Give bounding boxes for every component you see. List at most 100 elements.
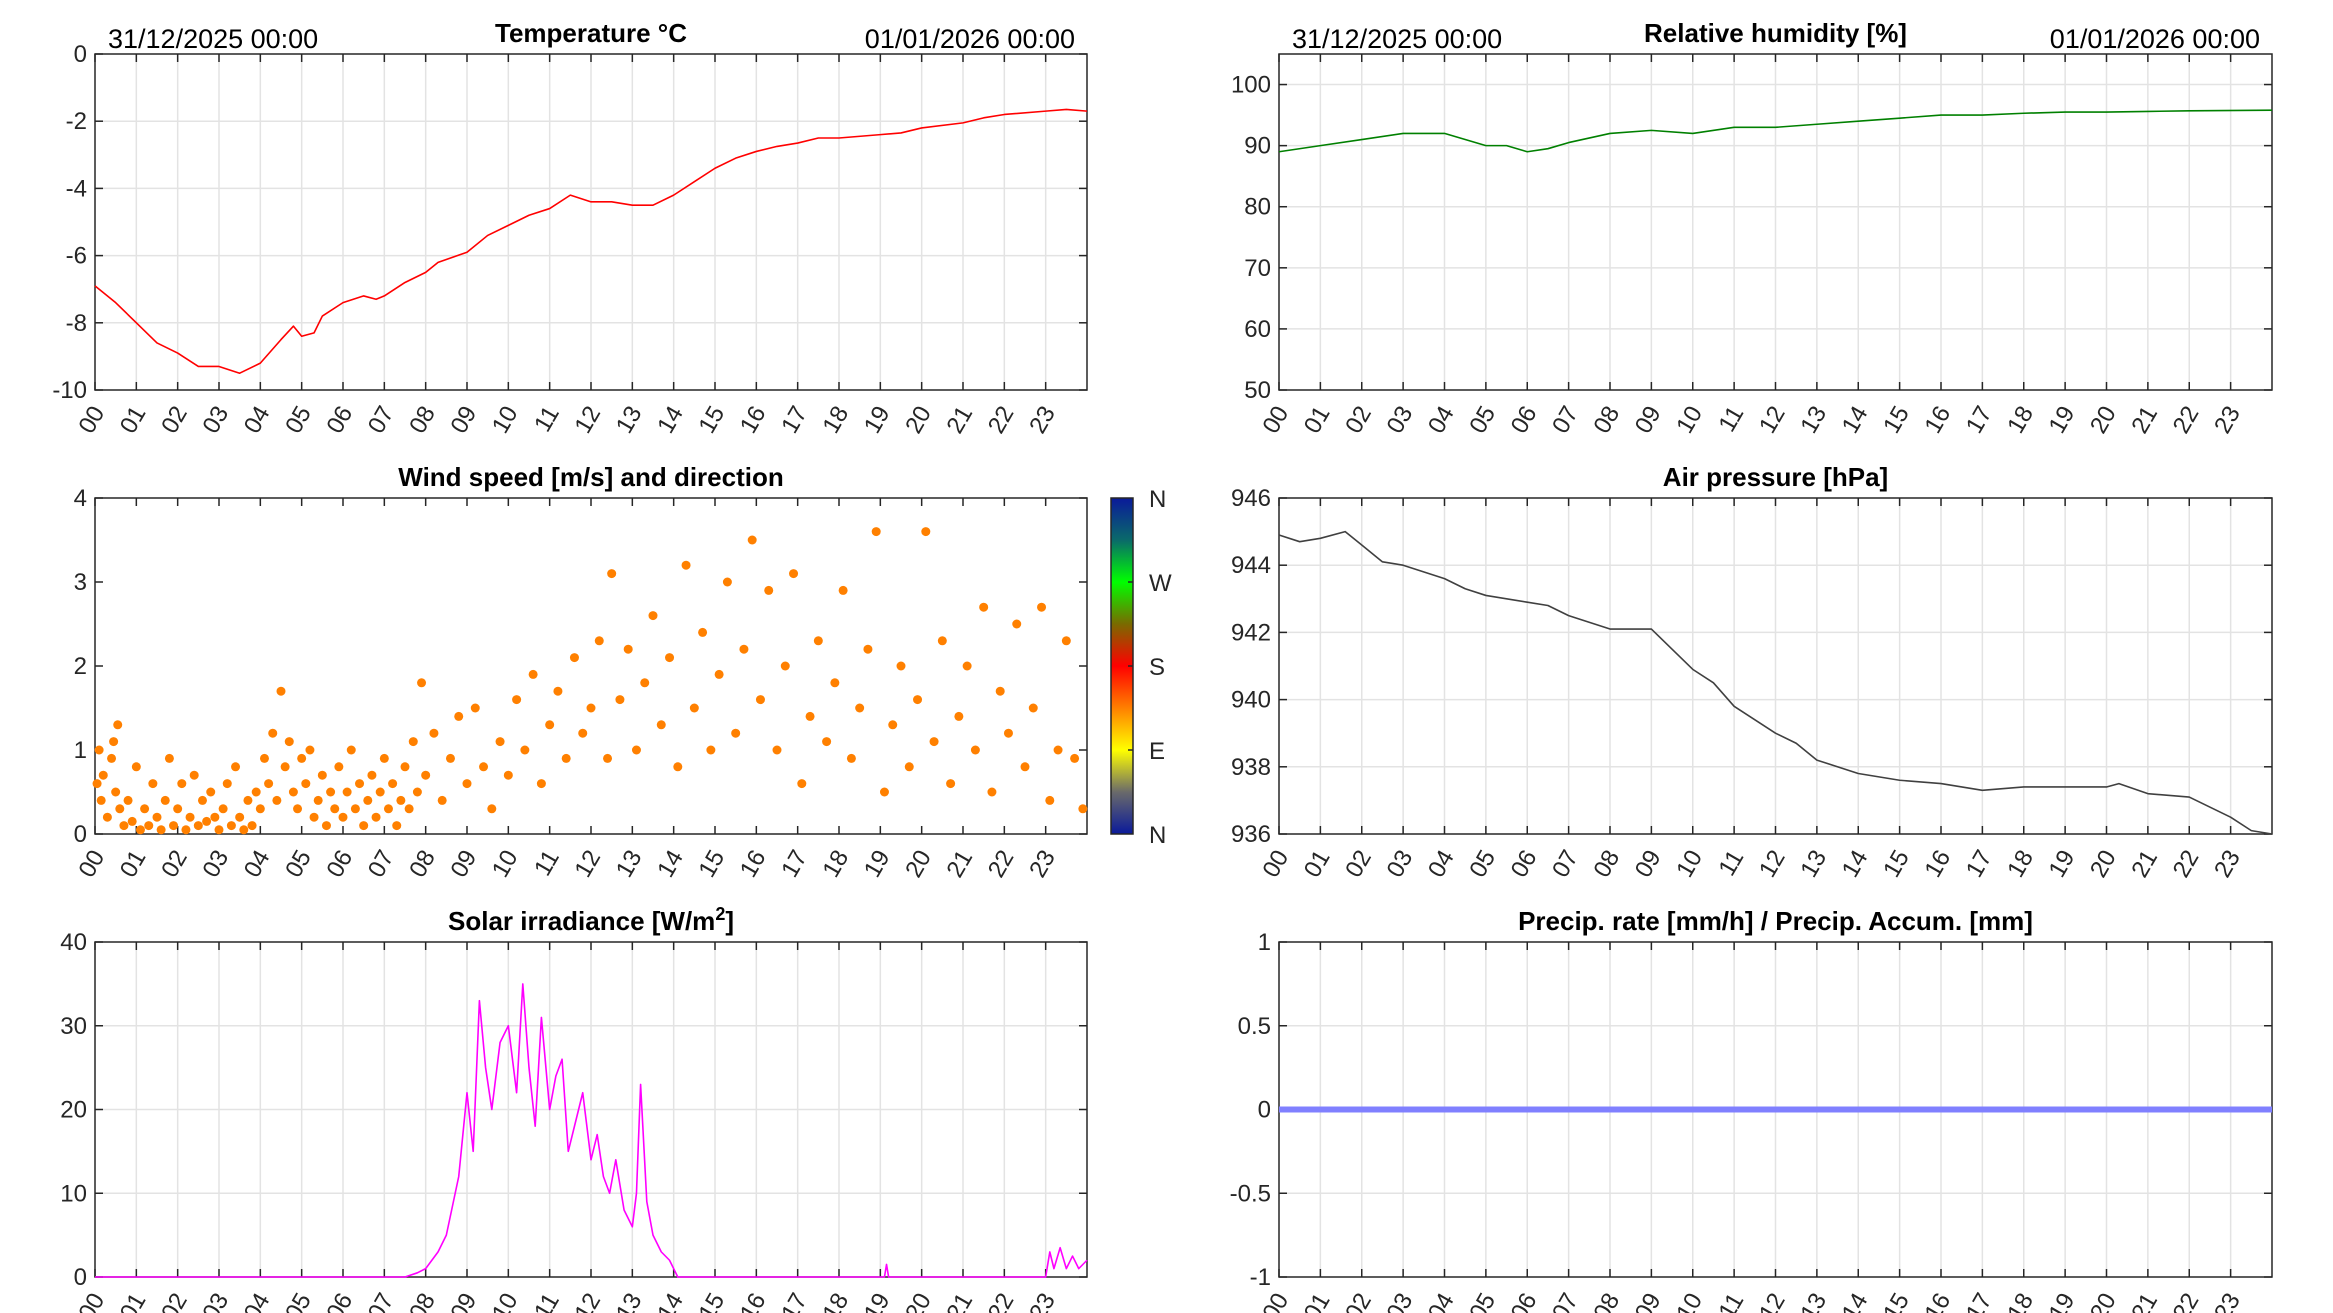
x-tick-label: 03	[197, 402, 234, 439]
wind-data-point	[780, 661, 790, 671]
y-tick-label: 940	[1231, 687, 1271, 714]
y-tick-label: 30	[60, 1013, 87, 1040]
x-tick-label: 12	[1754, 402, 1791, 439]
x-tick-label: 11	[529, 846, 565, 881]
press-series-line	[1278, 530, 2273, 835]
wind-data-point	[429, 728, 439, 738]
x-tick-label: 18	[2002, 402, 2039, 439]
x-tick-label: 15	[1878, 1289, 1915, 1313]
wind-data-point	[127, 816, 137, 826]
wind-data-point	[144, 821, 154, 831]
x-tick-label: 05	[280, 402, 317, 439]
x-tick-label: 18	[817, 846, 854, 883]
wind-data-point	[879, 787, 889, 797]
wind-data-point	[355, 779, 365, 789]
wind-data-point	[1061, 636, 1071, 646]
x-tick-label: 13	[1795, 846, 1832, 883]
title-text: Solar irradiance [W/m	[448, 906, 715, 936]
wind-data-point	[189, 770, 199, 780]
wind-data-point	[276, 686, 286, 696]
x-tick-label: 21	[941, 1289, 978, 1313]
wind-data-point	[210, 812, 220, 822]
x-tick-label: 12	[569, 1289, 606, 1313]
wind-data-point	[367, 770, 377, 780]
y-tick-label: 60	[1244, 316, 1271, 343]
x-tick-label: 16	[735, 1289, 772, 1313]
x-tick-label: 10	[487, 402, 524, 439]
x-tick-label: 21	[941, 846, 978, 883]
wind-data-point	[119, 821, 129, 831]
x-tick-label: 02	[1340, 846, 1377, 883]
x-tick-label: 14	[652, 402, 689, 439]
x-tick-label: 21	[2126, 1289, 2163, 1313]
x-tick-label: 14	[1837, 1289, 1874, 1313]
wind-data-point	[280, 762, 290, 772]
wind-data-point	[98, 770, 108, 780]
wind-data-point	[1045, 795, 1055, 805]
title-superscript: 2	[715, 904, 725, 924]
wind-data-point	[92, 779, 102, 789]
x-tick-label: 15	[1878, 846, 1915, 883]
wind-data-point	[202, 816, 212, 826]
x-tick-label: 11	[1713, 846, 1749, 881]
x-tick-label: 03	[1382, 1289, 1419, 1313]
wind-data-point	[218, 804, 228, 814]
wind-data-point	[350, 804, 360, 814]
x-tick-label: 13	[611, 846, 648, 883]
y-tick-label: -2	[66, 108, 87, 135]
wind-data-point	[359, 821, 369, 831]
wind-data-point	[412, 787, 422, 797]
wind-data-point	[1020, 762, 1030, 772]
x-tick-label: 06	[321, 1289, 358, 1313]
x-tick-label: 20	[2085, 846, 2122, 883]
y-tick-label: 938	[1231, 754, 1271, 781]
wind-data-point	[913, 695, 923, 705]
temp-chart: 00 01 02 03 04 05 06 07 08 09 10 11 12 13 14 15 16 17 18 19…	[52, 18, 1088, 439]
wind-data-point	[838, 585, 848, 595]
x-tick-label: 17	[1961, 402, 1998, 439]
x-tick-label: 14	[652, 1289, 689, 1313]
wind-data-point	[1070, 753, 1080, 763]
x-tick-label: 08	[1588, 846, 1625, 883]
x-tick-label: 08	[1588, 402, 1625, 439]
wind-data-point	[317, 770, 327, 780]
wind-data-point	[173, 804, 183, 814]
x-tick-label: 10	[1671, 846, 1708, 883]
temp-start-date: 31/12/2025 00:00	[108, 24, 318, 54]
wind-data-point	[995, 686, 1005, 696]
wind-data-point	[640, 678, 650, 688]
wind-data-point	[970, 745, 980, 755]
x-tick-label: 04	[239, 402, 276, 439]
wind-data-point	[665, 653, 675, 663]
y-tick-label: 1	[1258, 929, 1271, 956]
wind-data-point	[755, 695, 765, 705]
wind-data-point	[272, 795, 282, 805]
x-tick-label: 11	[529, 402, 565, 437]
x-tick-label: 06	[321, 846, 358, 883]
wind-data-point	[392, 821, 402, 831]
x-tick-label: 05	[1464, 846, 1501, 883]
wind-data-point	[231, 762, 241, 772]
x-tick-label: 14	[1837, 846, 1874, 883]
x-tick-label: 17	[776, 846, 813, 883]
wind-data-point	[1028, 703, 1038, 713]
x-tick-label: 05	[280, 846, 317, 883]
x-tick-label: 17	[776, 402, 813, 439]
x-tick-label: 12	[1754, 846, 1791, 883]
x-tick-label: 16	[1919, 1289, 1956, 1313]
wind-data-point	[888, 720, 898, 730]
wind-data-point	[371, 812, 381, 822]
x-tick-label: 04	[1423, 402, 1460, 439]
x-tick-label: 00	[73, 846, 110, 883]
x-tick-label: 02	[156, 846, 193, 883]
y-tick-label: 942	[1231, 619, 1271, 646]
wind-data-point	[623, 644, 633, 654]
y-tick-label: -1	[1250, 1264, 1271, 1291]
wind-data-point	[140, 804, 150, 814]
wind-data-point	[226, 821, 236, 831]
wind-data-point	[239, 825, 249, 835]
wind-data-point	[94, 745, 104, 755]
x-tick-label: 19	[2044, 846, 2081, 883]
wind-data-point	[681, 560, 691, 570]
